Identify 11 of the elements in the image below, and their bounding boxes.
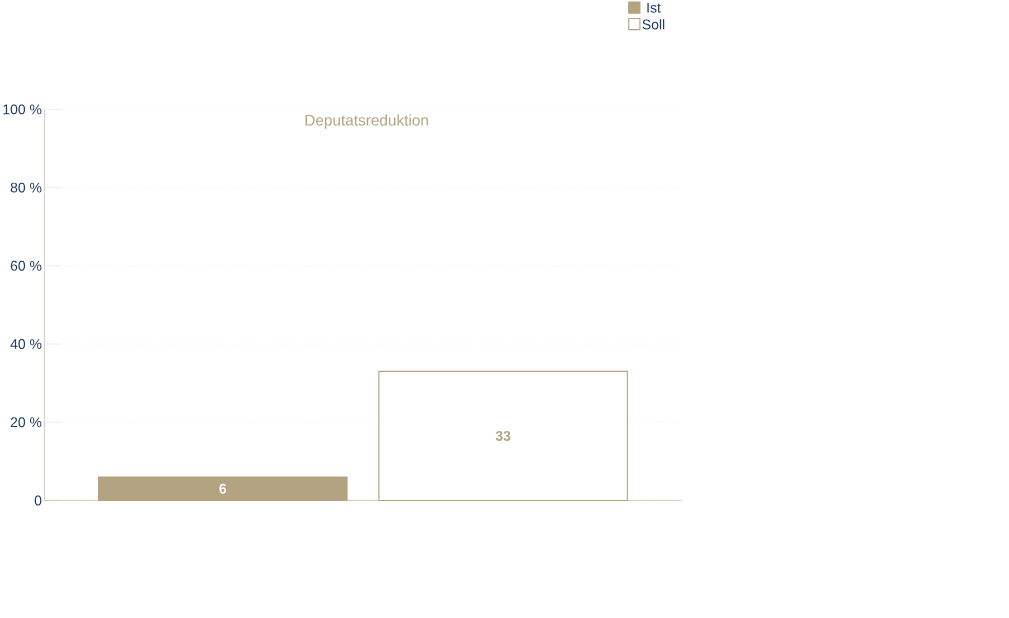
legend-label: Soll bbox=[642, 19, 665, 30]
y-tick-label: 40 % bbox=[10, 339, 42, 350]
y-tick-label: 20 % bbox=[10, 417, 42, 428]
y-tick-label: 100 % bbox=[3, 104, 42, 115]
y-tick-label: 80 % bbox=[10, 182, 42, 193]
y-tick-label: 0 bbox=[34, 495, 42, 506]
y-tick-label: 60 % bbox=[10, 260, 42, 271]
data-label: 6 bbox=[219, 483, 227, 494]
legend-label: Ist bbox=[647, 3, 661, 13]
data-label: 33 bbox=[495, 431, 511, 441]
chart-title: Deputatsreduktion bbox=[305, 114, 428, 129]
